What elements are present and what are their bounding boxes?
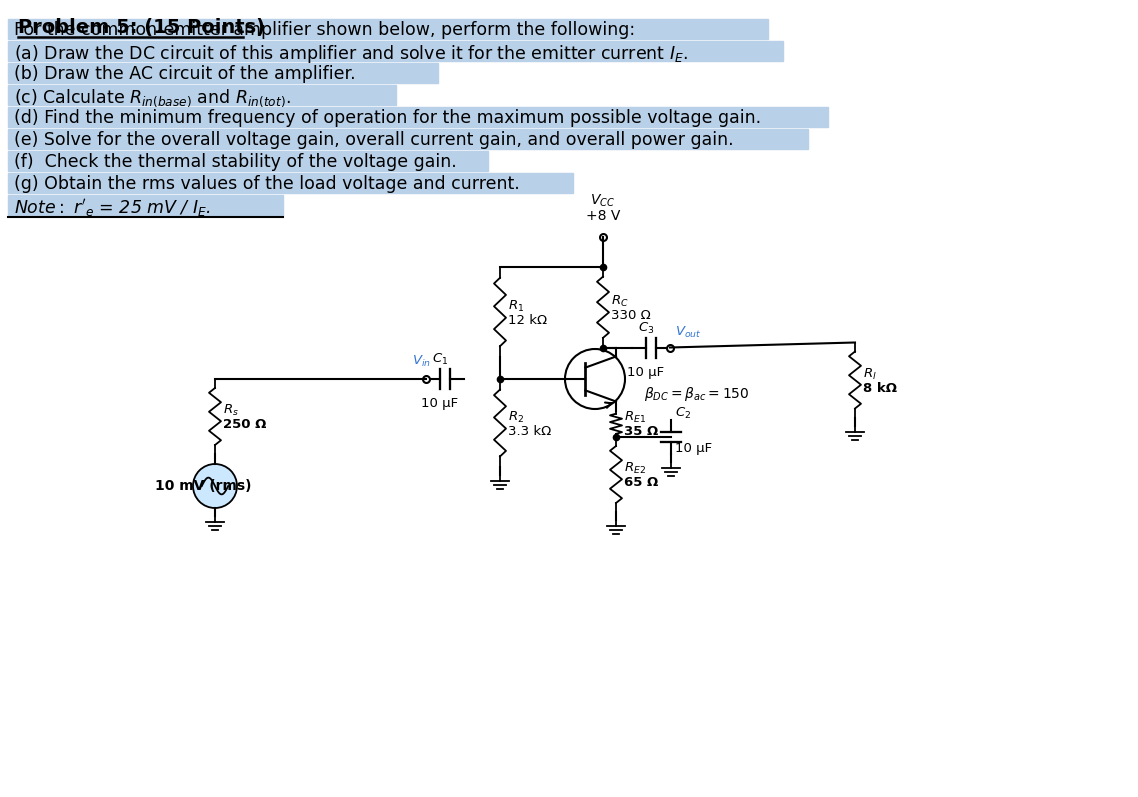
Text: (f)  Check the thermal stability of the voltage gain.: (f) Check the thermal stability of the v…	[14, 153, 456, 171]
Circle shape	[193, 464, 237, 508]
Bar	[8, 195, 283, 215]
Text: $R_s$: $R_s$	[223, 403, 239, 418]
Text: $C_3$: $C_3$	[637, 320, 654, 336]
Text: (b) Draw the AC circuit of the amplifier.: (b) Draw the AC circuit of the amplifier…	[14, 65, 355, 83]
Text: $C_1$: $C_1$	[432, 352, 448, 367]
Text: +8 V: +8 V	[586, 209, 620, 223]
Text: 65 Ω: 65 Ω	[624, 476, 658, 489]
Text: $R_{E1}$: $R_{E1}$	[624, 410, 646, 426]
Text: (g) Obtain the rms values of the load voltage and current.: (g) Obtain the rms values of the load vo…	[14, 175, 520, 193]
Bar	[8, 173, 574, 193]
Text: $\mathit{Note:}$ $r'_e$ = 25 mV / $I_E$.: $\mathit{Note:}$ $r'_e$ = 25 mV / $I_E$.	[14, 197, 211, 219]
Bar	[8, 129, 808, 149]
Text: 12 kΩ: 12 kΩ	[508, 313, 547, 327]
Text: 250 Ω: 250 Ω	[223, 418, 266, 431]
Bar	[8, 85, 396, 105]
Text: $V_{in}$: $V_{in}$	[412, 354, 430, 369]
Bar	[8, 41, 783, 61]
Text: $C_2$: $C_2$	[675, 406, 691, 421]
Bar	[8, 107, 828, 127]
Text: $V_{CC}$: $V_{CC}$	[591, 193, 616, 209]
Bar	[8, 19, 768, 39]
Text: $\beta_{DC} = \beta_{ac} = 150$: $\beta_{DC} = \beta_{ac} = 150$	[644, 385, 750, 403]
Text: 10 μF: 10 μF	[675, 442, 712, 455]
Text: (d) Find the minimum frequency of operation for the maximum possible voltage gai: (d) Find the minimum frequency of operat…	[14, 109, 761, 127]
Text: For the common-emitter amplifier shown below, perform the following:: For the common-emitter amplifier shown b…	[14, 21, 635, 39]
Text: $R_2$: $R_2$	[508, 410, 525, 425]
Text: (e) Solve for the overall voltage gain, overall current gain, and overall power : (e) Solve for the overall voltage gain, …	[14, 131, 734, 149]
Text: 35 Ω: 35 Ω	[624, 426, 658, 438]
Text: 3.3 kΩ: 3.3 kΩ	[508, 425, 551, 438]
Text: 8 kΩ: 8 kΩ	[863, 382, 897, 395]
Text: (a) Draw the DC circuit of this amplifier and solve it for the emitter current $: (a) Draw the DC circuit of this amplifie…	[14, 43, 688, 65]
Text: $R_l$: $R_l$	[863, 367, 876, 382]
Text: 10 μF: 10 μF	[421, 397, 459, 410]
Text: 10 μF: 10 μF	[627, 366, 665, 379]
Text: $R_{E2}$: $R_{E2}$	[624, 461, 646, 476]
Text: (c) Calculate $R_{in(base)}$ and $R_{in(tot)}$.: (c) Calculate $R_{in(base)}$ and $R_{in(…	[14, 87, 291, 108]
Bar	[8, 63, 438, 83]
Text: $V_{out}$: $V_{out}$	[675, 324, 701, 340]
Text: Problem 5: (15 Points): Problem 5: (15 Points)	[18, 18, 265, 37]
Text: $R_C$: $R_C$	[611, 294, 628, 308]
Text: 10 mV (rms): 10 mV (rms)	[155, 479, 251, 493]
Text: $R_1$: $R_1$	[508, 298, 525, 313]
Bar	[8, 151, 488, 171]
Text: 330 Ω: 330 Ω	[611, 308, 651, 322]
